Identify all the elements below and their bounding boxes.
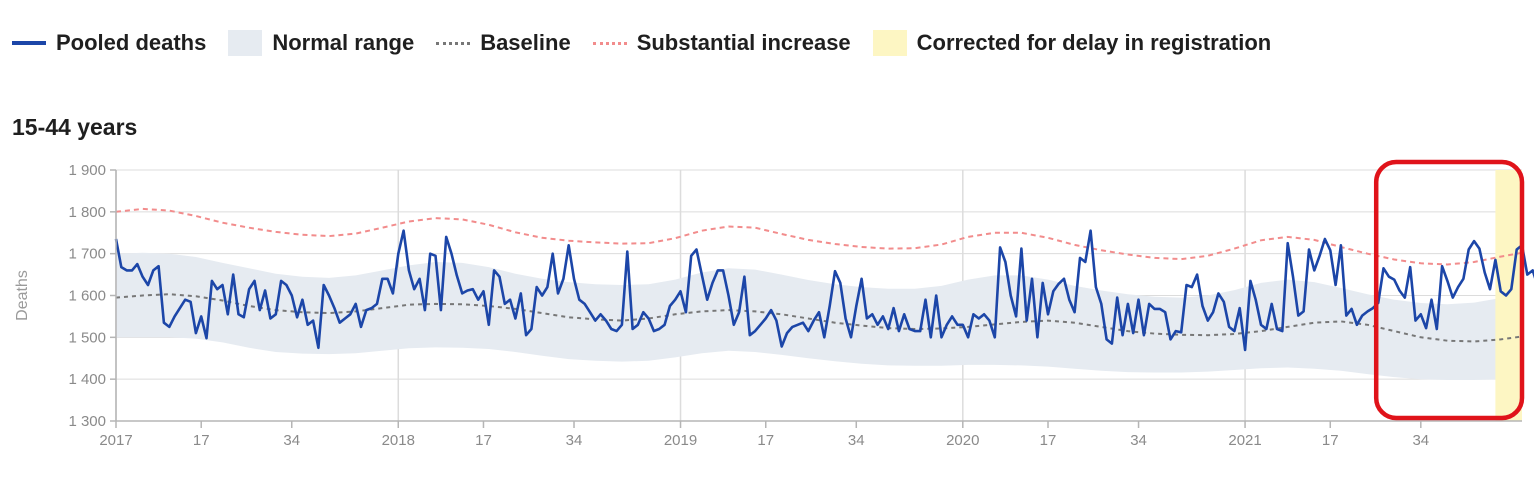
legend-item-substantial-increase[interactable]: Substantial increase: [592, 30, 851, 56]
y-tick-label: 1 300: [68, 413, 106, 430]
y-tick-label: 1 400: [68, 371, 106, 388]
legend-label: Corrected for delay in registration: [916, 30, 1272, 55]
axes: 1 300 1 400 1 500 1 600 1 700 1 800 1 900 2017 1…: [14, 162, 1522, 449]
pooled-deaths-swatch: [12, 41, 46, 45]
x-tick-label: 2021: [1228, 432, 1261, 449]
normal-range-swatch: [228, 30, 263, 56]
substantial-increase-swatch: [592, 41, 627, 45]
pooled-deaths-line: [114, 229, 1534, 352]
corrected-swatch: [872, 30, 907, 56]
x-tick-label: 2017: [99, 432, 132, 449]
x-tick-label: 17: [475, 432, 492, 449]
y-tick-label: 1 500: [68, 329, 106, 346]
legend-label: Pooled deaths: [56, 30, 207, 55]
x-tick-label: 17: [757, 432, 774, 449]
baseline-swatch: [436, 41, 471, 45]
x-tick-label: 2019: [664, 432, 697, 449]
x-tick-label: 34: [283, 432, 300, 449]
legend-label: Baseline: [480, 30, 571, 55]
legend-item-pooled-deaths[interactable]: Pooled deaths: [12, 30, 206, 56]
x-tick-label: 17: [193, 432, 210, 449]
legend: Pooled deaths Normal range Baseline Subs…: [12, 26, 1293, 60]
legend-label: Normal range: [272, 30, 415, 55]
x-tick-label: 34: [1412, 432, 1429, 449]
x-tick-label: 2020: [946, 432, 979, 449]
series-lines: [114, 207, 1534, 352]
corrected-region: [1495, 170, 1522, 421]
legend-item-corrected[interactable]: Corrected for delay in registration: [872, 30, 1272, 56]
x-tick-label: 17: [1040, 432, 1057, 449]
x-tick-label: 34: [566, 432, 583, 449]
chart-title: 15-44 years: [12, 114, 138, 140]
legend-item-normal-range[interactable]: Normal range: [228, 30, 414, 56]
corrected-area: [1495, 170, 1522, 421]
x-tick-label: 17: [1322, 432, 1339, 449]
x-tick-label: 2018: [382, 432, 415, 449]
highlight: [1373, 159, 1525, 421]
x-tick-label: 34: [1130, 432, 1147, 449]
highlight-box: [1373, 159, 1525, 421]
substantial-increase-line: [115, 207, 1523, 266]
legend-label: Substantial increase: [636, 30, 851, 55]
y-tick-label: 1 900: [68, 162, 106, 179]
y-tick-label: 1 600: [68, 288, 106, 305]
y-axis-title: Deaths: [14, 270, 31, 321]
x-tick-label: 34: [848, 432, 865, 449]
legend-item-baseline[interactable]: Baseline: [436, 30, 571, 56]
y-tick-label: 1 800: [68, 204, 106, 221]
y-tick-label: 1 700: [68, 246, 106, 263]
